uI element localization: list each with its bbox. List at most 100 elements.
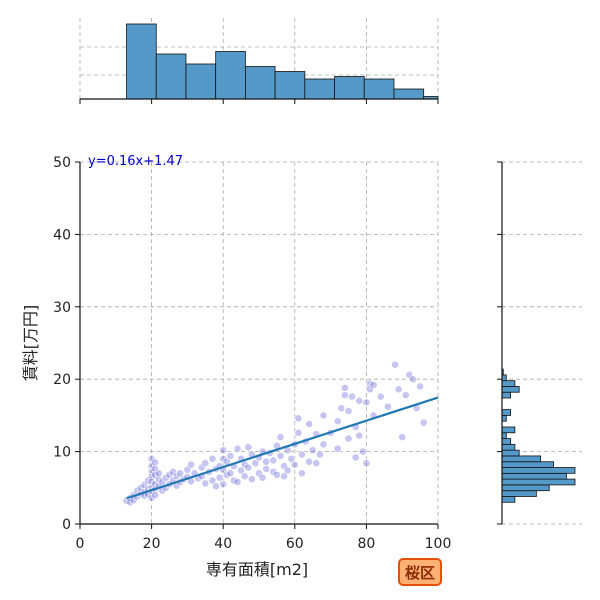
data-point: [298, 469, 306, 478]
y-hist-bar: [501, 380, 516, 387]
data-point: [290, 460, 299, 469]
data-point: [351, 453, 360, 462]
data-point: [276, 452, 285, 460]
data-point: [226, 469, 235, 478]
data-point: [215, 473, 224, 482]
data-point: [409, 375, 417, 384]
data-point: [305, 457, 314, 466]
y-hist-bar: [501, 496, 516, 503]
data-point: [208, 476, 217, 485]
x-hist-bar: [334, 76, 365, 100]
data-point: [240, 472, 249, 481]
data-point: [251, 459, 260, 468]
x-hist-bar: [363, 78, 395, 100]
data-point: [283, 466, 292, 475]
x-hist-bar: [155, 53, 187, 100]
y-hist-bar: [501, 438, 511, 445]
data-point: [333, 417, 342, 426]
y-hist-bar: [501, 472, 567, 480]
y-hist-bar: [501, 443, 516, 451]
y-tick-label: 20: [53, 372, 71, 388]
data-point: [151, 491, 160, 499]
y-hist-bar: [501, 484, 550, 492]
data-point: [294, 428, 303, 437]
x-hist-bar: [126, 23, 157, 100]
x-axis-title: 専有面積[m2]: [206, 560, 308, 579]
data-point: [151, 458, 160, 467]
data-point: [280, 472, 288, 481]
data-point: [208, 454, 217, 463]
data-point: [376, 392, 385, 401]
data-point: [244, 463, 253, 472]
data-point: [187, 460, 195, 469]
data-point: [341, 391, 349, 400]
y-tick-label: 50: [53, 155, 71, 171]
data-point: [287, 454, 296, 463]
data-point: [176, 469, 185, 478]
data-point: [315, 450, 324, 459]
y-tick-label: 30: [53, 300, 71, 316]
y-hist-bar: [501, 455, 542, 463]
data-point: [258, 473, 267, 482]
data-point: [154, 469, 163, 478]
data-point: [401, 391, 410, 400]
data-point: [398, 433, 407, 442]
data-point: [305, 420, 314, 428]
regression-equation: y=0.16x+1.47: [88, 154, 183, 169]
data-point: [333, 444, 342, 453]
y-hist-bar: [501, 478, 576, 486]
y-hist-bar: [501, 426, 516, 434]
data-point: [244, 443, 253, 452]
x-tick-label: 40: [214, 536, 232, 552]
data-point: [276, 433, 285, 442]
x-marginal-histogram: [126, 23, 439, 100]
data-point: [272, 470, 281, 479]
data-point: [247, 475, 256, 484]
axes: [75, 98, 503, 529]
y-hist-bar: [501, 461, 554, 468]
y-tick-label: 0: [62, 517, 71, 533]
data-point: [233, 478, 242, 486]
x-tick-label: 0: [76, 536, 85, 552]
y-hist-bar: [501, 490, 537, 497]
data-point: [262, 457, 271, 466]
data-point: [355, 431, 364, 440]
y-hist-bar: [501, 414, 507, 422]
tick-labels: 0 20 40 60 80 100 0 10 20 30 40 50: [53, 155, 451, 552]
data-point: [294, 414, 303, 423]
data-point: [312, 459, 321, 468]
data-point: [337, 404, 346, 413]
y-hist-bar: [501, 386, 520, 393]
location-badge-box: [398, 558, 442, 586]
data-point: [226, 452, 235, 460]
data-point: [269, 456, 278, 465]
regression-layer: [126, 396, 439, 500]
y-hist-bar: [501, 374, 507, 382]
data-point: [212, 482, 220, 491]
data-point: [201, 459, 210, 468]
data-point: [219, 480, 228, 489]
x-hist-bar: [244, 66, 276, 100]
x-tick-label: 100: [425, 536, 452, 552]
data-point: [419, 418, 428, 427]
x-hist-bar: [393, 88, 425, 100]
y-hist-bar: [501, 391, 511, 399]
data-point: [358, 447, 367, 456]
x-tick-label: 20: [143, 536, 161, 552]
y-axis-title: 賃料[万円]: [21, 305, 40, 382]
data-point: [341, 383, 349, 392]
data-point: [233, 444, 242, 453]
data-point: [391, 360, 399, 369]
data-point: [219, 446, 228, 455]
data-point: [298, 450, 306, 459]
y-tick-label: 40: [53, 227, 71, 243]
data-point: [262, 465, 271, 473]
data-point: [362, 398, 371, 407]
location-badge-label: 桜区: [405, 564, 435, 582]
data-point: [355, 397, 364, 405]
data-point: [344, 434, 353, 443]
data-point: [383, 402, 392, 411]
x-hist-bar: [215, 51, 246, 100]
y-hist-bar: [501, 409, 511, 416]
